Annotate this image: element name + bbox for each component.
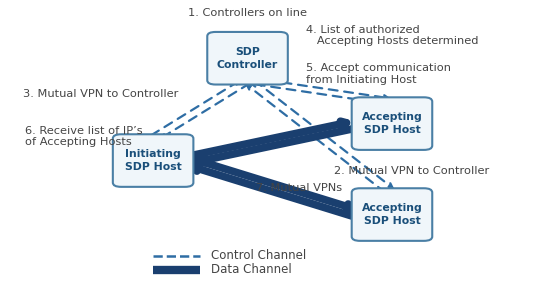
Text: Accepting
SDP Host: Accepting SDP Host xyxy=(362,112,422,135)
Text: 1. Controllers on line: 1. Controllers on line xyxy=(188,8,307,18)
Text: 7. Mutual VPNs: 7. Mutual VPNs xyxy=(256,183,342,193)
Text: 2. Mutual VPN to Controller: 2. Mutual VPN to Controller xyxy=(334,166,489,176)
FancyBboxPatch shape xyxy=(207,32,288,85)
FancyBboxPatch shape xyxy=(352,188,432,241)
Text: Control Channel: Control Channel xyxy=(212,249,307,262)
FancyBboxPatch shape xyxy=(113,134,193,187)
Text: 3. Mutual VPN to Controller: 3. Mutual VPN to Controller xyxy=(22,89,178,99)
Text: 5. Accept communication
from Initiating Host: 5. Accept communication from Initiating … xyxy=(306,63,451,85)
Text: 4. List of authorized
   Accepting Hosts determined: 4. List of authorized Accepting Hosts de… xyxy=(306,25,478,46)
Text: Initiating
SDP Host: Initiating SDP Host xyxy=(125,149,181,172)
Text: 6. Receive list of IP’s
of Accepting Hosts: 6. Receive list of IP’s of Accepting Hos… xyxy=(25,126,143,147)
FancyBboxPatch shape xyxy=(352,97,432,150)
Text: Accepting
SDP Host: Accepting SDP Host xyxy=(362,203,422,226)
Text: Data Channel: Data Channel xyxy=(212,263,292,276)
Text: SDP
Controller: SDP Controller xyxy=(217,46,278,70)
